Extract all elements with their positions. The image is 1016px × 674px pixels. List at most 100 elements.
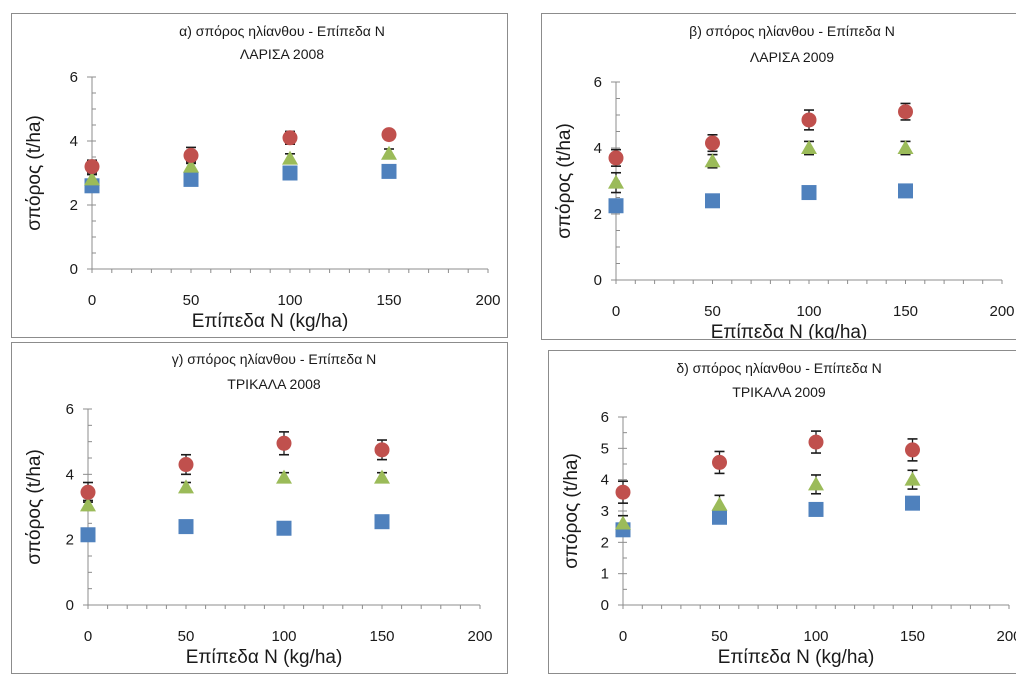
y-tick-label: 2 [70, 197, 78, 214]
x-tick-label: 100 [271, 628, 296, 645]
data-point-triangle [374, 469, 390, 484]
chart-title-line: ΤΡΙΚΑΛΑ 2008 [227, 376, 321, 392]
chart-title-line: δ) σπόρος ηλίανθου - Επίπεδα Ν [676, 360, 881, 376]
y-tick-label: 0 [594, 272, 602, 289]
data-point-circle [381, 127, 397, 143]
x-tick-label: 150 [893, 303, 918, 320]
data-point-circle [282, 130, 298, 146]
y-tick-label: 0 [601, 597, 609, 614]
data-point-triangle [282, 150, 298, 165]
data-point-circle [183, 147, 199, 163]
y-tick-label: 4 [594, 140, 602, 157]
data-point-circle [178, 457, 194, 473]
x-axis-label: Επίπεδα Ν (kg/ha) [711, 322, 868, 339]
data-point-triangle [276, 469, 292, 484]
data-point-triangle [711, 496, 728, 511]
data-point-square [183, 171, 199, 187]
data-point-square [178, 519, 194, 535]
data-point-circle [905, 442, 920, 458]
data-point-triangle [808, 476, 824, 491]
data-point-triangle [80, 497, 96, 512]
y-tick-label: 6 [70, 69, 78, 86]
x-tick-label: 150 [369, 628, 394, 645]
y-tick-label: 4 [66, 466, 74, 483]
chart-svg: β) σπόρος ηλίανθου - Επίπεδα Ν ΛΑΡΙΣΑ 200… [554, 23, 1015, 339]
data-point-circle [898, 104, 913, 120]
data-point-circle [808, 434, 824, 450]
x-axis-label: Επίπεδα Ν (kg/ha) [186, 647, 343, 668]
x-tick-label: 150 [900, 628, 925, 645]
data-point-circle [615, 484, 631, 500]
y-axis-label: σπόρος (t/ha) [24, 115, 45, 231]
data-point-square [801, 185, 817, 201]
x-tick-label: 0 [612, 303, 620, 320]
y-tick-label: 6 [66, 401, 74, 418]
x-axis-label: Επίπεδα Ν (kg/ha) [718, 647, 875, 668]
y-axis-label: σπόρος (t/ha) [561, 453, 582, 569]
x-tick-label: 100 [803, 628, 828, 645]
y-tick-label: 0 [66, 597, 74, 614]
data-point-circle [80, 484, 96, 500]
data-point-triangle [608, 174, 624, 189]
chart-svg: δ) σπόρος ηλίανθου - Επίπεδα Ν ΤΡΙΚΑΛΑ 20… [561, 360, 1016, 668]
x-tick-label: 200 [467, 628, 492, 645]
data-point-square [608, 198, 624, 214]
x-tick-label: 0 [84, 628, 92, 645]
x-tick-label: 50 [183, 292, 200, 309]
x-tick-label: 0 [619, 628, 627, 645]
data-point-circle [801, 112, 817, 128]
y-tick-label: 3 [601, 503, 609, 520]
x-tick-label: 200 [475, 292, 500, 309]
data-point-circle [608, 150, 624, 166]
y-tick-label: 4 [601, 472, 609, 489]
y-axis-label: σπόρος (t/ha) [554, 123, 575, 239]
x-tick-label: 50 [704, 303, 721, 320]
data-point-triangle [381, 145, 397, 160]
y-tick-label: 0 [70, 261, 78, 278]
data-point-square [905, 495, 920, 511]
chart-title-line: γ) σπόρος ηλίανθου - Επίπεδα Ν [172, 351, 377, 367]
y-tick-label: 2 [601, 534, 609, 551]
data-point-square [282, 165, 298, 181]
data-point-square [80, 527, 96, 543]
data-point-triangle [904, 471, 921, 486]
data-point-triangle [704, 153, 721, 168]
data-point-square [705, 193, 720, 209]
data-point-square [808, 501, 824, 517]
data-point-circle [705, 135, 720, 151]
data-point-triangle [178, 479, 194, 494]
x-tick-label: 200 [989, 303, 1014, 320]
data-point-square [898, 183, 913, 199]
y-axis-label: σπόρος (t/ha) [24, 449, 45, 565]
y-tick-label: 6 [594, 74, 602, 91]
chart-title-line: ΤΡΙΚΑΛΑ 2009 [732, 384, 826, 400]
chart-title-line: ΛΑΡΙΣΑ 2009 [750, 49, 834, 65]
x-tick-label: 50 [711, 628, 728, 645]
chart-panel-d: δ) σπόρος ηλίανθου - Επίπεδα Ν ΤΡΙΚΑΛΑ 20… [548, 350, 1016, 674]
chart-panel-a: α) σπόρος ηλίανθου - Επίπεδα Ν ΛΑΡΙΣΑ 200… [11, 13, 508, 338]
y-tick-label: 6 [601, 409, 609, 426]
data-point-circle [374, 442, 390, 458]
data-point-circle [84, 159, 100, 175]
x-tick-label: 100 [277, 292, 302, 309]
x-tick-label: 100 [796, 303, 821, 320]
data-point-triangle [615, 515, 631, 530]
data-point-square [712, 509, 727, 525]
x-axis-label: Επίπεδα Ν (kg/ha) [192, 311, 349, 332]
chart-title-line: ΛΑΡΙΣΑ 2008 [240, 46, 324, 62]
data-point-circle [276, 435, 292, 451]
y-tick-label: 2 [66, 532, 74, 549]
y-tick-label: 2 [594, 206, 602, 223]
x-tick-label: 150 [376, 292, 401, 309]
data-point-circle [712, 454, 727, 470]
y-tick-label: 4 [70, 133, 78, 150]
chart-panel-b: β) σπόρος ηλίανθου - Επίπεδα Ν ΛΑΡΙΣΑ 200… [541, 13, 1016, 340]
chart-title-line: β) σπόρος ηλίανθου - Επίπεδα Ν [689, 23, 895, 39]
x-tick-label: 50 [178, 628, 195, 645]
chart-title-line: α) σπόρος ηλίανθου - Επίπεδα Ν [179, 23, 385, 39]
data-point-square [276, 520, 292, 536]
x-tick-label: 0 [88, 292, 96, 309]
y-tick-label: 1 [601, 566, 609, 583]
x-tick-label: 200 [996, 628, 1016, 645]
data-point-triangle [183, 158, 199, 173]
